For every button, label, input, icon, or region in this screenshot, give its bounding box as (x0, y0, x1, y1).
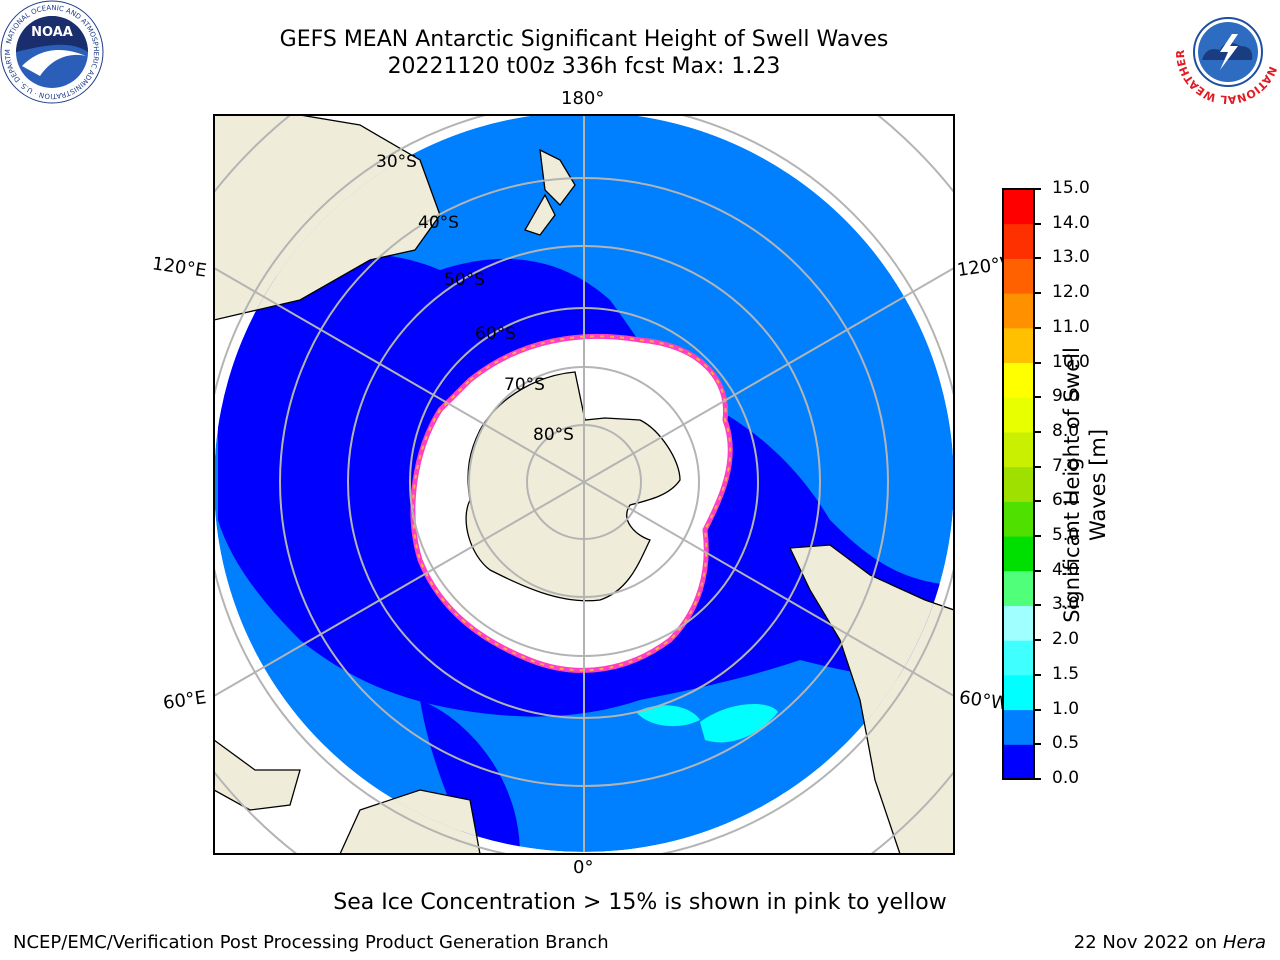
colorbar-band (1003, 258, 1034, 294)
colorbar-tick-label: 7.0 (1052, 455, 1080, 476)
footer-date: 22 Nov 2022 on Hera (1073, 932, 1266, 953)
lat-label-70s: 70°S (504, 375, 545, 395)
colorbar-band (1003, 189, 1034, 225)
colorbar-band (1003, 709, 1034, 745)
colorbar-tick-label: 4.0 (1052, 559, 1080, 580)
chart-subtitle: 20221120 t00z 336h fcst Max: 1.23 (387, 54, 781, 79)
chart-title: GEFS MEAN Antarctic Significant Height o… (279, 27, 889, 52)
colorbar-band (1003, 744, 1034, 780)
colorbar-tick-label: 6.0 (1052, 490, 1080, 511)
colorbar-band (1003, 605, 1034, 641)
colorbar-tick-label: 10.0 (1052, 351, 1090, 372)
colorbar-tick-label: 14.0 (1052, 212, 1090, 233)
graticule (214, 115, 954, 854)
colorbar-tick-label: 3.0 (1052, 594, 1080, 615)
colorbar-tick-mark (1034, 396, 1041, 399)
colorbar-band (1003, 327, 1034, 364)
colorbar-tick-label: 2.0 (1052, 629, 1080, 650)
lon-label-60e: 60°E (161, 687, 208, 714)
colorbar-tick-label: 8.0 (1052, 420, 1080, 441)
colorbar-band (1003, 362, 1034, 398)
colorbar-tick-mark (1034, 430, 1041, 433)
colorbar-tick-mark (1034, 292, 1041, 295)
lat-label-40s: 40°S (418, 213, 459, 233)
svg-text:NOAA: NOAA (31, 25, 73, 40)
colorbar-tick-mark (1034, 778, 1041, 780)
colorbar-tick-label: 11.0 (1052, 316, 1090, 337)
lat-label-30s: 30°S (376, 152, 417, 172)
lon-label-180: 180° (561, 88, 605, 109)
colorbar-tick-label: 5.0 (1052, 525, 1080, 546)
lon-label-60w: 60°W (957, 687, 1005, 714)
colorbar-tick-mark (1034, 222, 1041, 225)
lon-label-0: 0° (573, 857, 594, 878)
colorbar-tick-label: 0.5 (1052, 733, 1080, 754)
colorbar-tick-mark (1034, 673, 1041, 676)
colorbar-band (1003, 536, 1034, 572)
colorbar-tick-mark (1034, 188, 1041, 190)
lat-label-80s: 80°S (533, 425, 574, 445)
lon-label-120w: 120°W (955, 253, 1005, 282)
sea-ice-note: Sea Ice Concentration > 15% is shown in … (333, 890, 947, 915)
colorbar-tick-label: 12.0 (1052, 282, 1090, 303)
colorbar-tick-mark (1034, 569, 1041, 572)
colorbar-tick-mark (1034, 257, 1041, 260)
noaa-logo-icon: NATIONAL OCEANIC AND ATMOSPHERIC ADMINIS… (0, 0, 104, 104)
colorbar-tick-label: 9.0 (1052, 386, 1080, 407)
colorbar-tick-mark (1034, 604, 1041, 607)
colorbar-band (1003, 431, 1034, 468)
colorbar-tick-mark (1034, 500, 1041, 503)
swell-1-1p5-patches (636, 703, 778, 743)
antarctica-land (465, 371, 681, 602)
colorbar (1002, 188, 1035, 780)
colorbar-band (1003, 640, 1034, 676)
colorbar-band (1003, 674, 1034, 711)
colorbar-band (1003, 293, 1034, 329)
colorbar-tick-label: 13.0 (1052, 247, 1090, 268)
lat-label-50s: 50°S (444, 270, 485, 290)
colorbar-tick-label: 0.0 (1052, 768, 1080, 788)
polar-map (213, 114, 955, 855)
colorbar-band (1003, 501, 1034, 537)
footer-branch: NCEP/EMC/Verification Post Processing Pr… (13, 932, 609, 953)
colorbar-tick-mark (1034, 361, 1041, 364)
colorbar-tick-label: 1.0 (1052, 698, 1080, 719)
colorbar-tick-mark (1034, 708, 1041, 711)
colorbar-band (1003, 466, 1034, 502)
colorbar-tick-mark (1034, 535, 1041, 538)
colorbar-band (1003, 397, 1034, 433)
nws-logo-icon: NATIONAL WEATHER SERVICE (1176, 0, 1279, 104)
colorbar-tick-mark (1034, 639, 1041, 642)
colorbar-tick-label: 1.5 (1052, 663, 1080, 684)
colorbar-tick-mark (1034, 743, 1041, 746)
colorbar-tick-mark (1034, 326, 1041, 329)
lat-label-60s: 60°S (475, 324, 516, 344)
lon-label-120e: 120°E (150, 253, 208, 282)
colorbar-band (1003, 223, 1034, 259)
colorbar-tick-label: 15.0 (1052, 178, 1090, 198)
colorbar-band (1003, 570, 1034, 606)
colorbar-tick-mark (1034, 465, 1041, 468)
